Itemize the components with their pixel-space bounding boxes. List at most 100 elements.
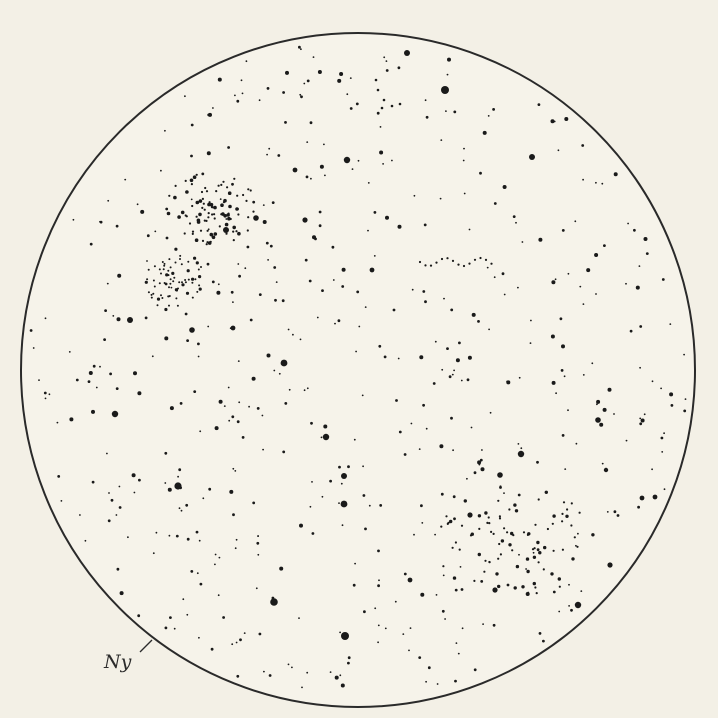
star: [442, 574, 445, 577]
star: [522, 531, 526, 534]
star: [150, 296, 153, 299]
star: [341, 267, 346, 272]
star: [638, 265, 641, 267]
star: [201, 206, 204, 209]
star: [450, 416, 453, 420]
star: [300, 95, 303, 99]
star: [196, 220, 201, 224]
star: [595, 181, 597, 184]
star: [146, 234, 150, 238]
star: [177, 475, 180, 478]
star: [514, 509, 519, 513]
star: [178, 507, 181, 510]
star: [462, 264, 466, 268]
star: [599, 422, 604, 427]
star: [443, 297, 445, 300]
star: [561, 548, 565, 551]
star: [532, 581, 536, 586]
star: [210, 647, 214, 651]
star: [455, 642, 458, 644]
star: [468, 228, 471, 231]
star: [468, 262, 471, 265]
star: [502, 185, 507, 189]
star: [300, 48, 302, 51]
star: [115, 224, 119, 228]
star: [266, 353, 271, 358]
star: [489, 411, 492, 414]
star: [237, 231, 241, 236]
star: [561, 512, 564, 516]
star: [555, 392, 557, 395]
star: [596, 399, 601, 404]
star: [669, 323, 672, 325]
star: [564, 117, 569, 121]
star: [383, 56, 386, 59]
star: [227, 212, 230, 215]
star: [174, 261, 177, 264]
star: [503, 492, 505, 494]
star: [501, 272, 505, 276]
star: [425, 115, 429, 119]
star: [169, 406, 174, 411]
star: [508, 508, 511, 511]
star: [454, 588, 458, 592]
star: [271, 596, 275, 600]
star: [164, 626, 168, 630]
star: [109, 372, 112, 376]
star: [535, 592, 538, 595]
star: [382, 163, 384, 165]
star: [553, 120, 556, 123]
star: [361, 394, 364, 397]
star: [521, 585, 525, 589]
star: [116, 567, 120, 571]
star: [499, 486, 502, 489]
star: [208, 487, 212, 491]
star: [189, 327, 195, 333]
star: [591, 533, 595, 537]
star: [385, 69, 389, 72]
star: [236, 194, 239, 197]
star: [246, 245, 250, 249]
star: [199, 430, 202, 433]
star: [236, 420, 240, 424]
star: [154, 230, 157, 233]
star: [198, 199, 203, 203]
star: [60, 500, 63, 502]
star: [378, 579, 380, 582]
star: [492, 587, 498, 593]
star: [164, 129, 166, 132]
star: [243, 632, 246, 634]
star: [193, 256, 197, 260]
star: [282, 450, 286, 454]
star: [452, 495, 456, 499]
star: [225, 232, 228, 235]
star: [490, 530, 493, 534]
star: [515, 221, 517, 224]
star: [56, 421, 59, 424]
star: [435, 594, 438, 596]
star: [191, 232, 194, 235]
star: [341, 524, 344, 527]
star: [57, 475, 61, 478]
star: [207, 325, 210, 328]
star: [88, 371, 93, 375]
star: [347, 656, 351, 660]
star: [645, 252, 649, 256]
star: [168, 295, 171, 297]
star: [534, 586, 537, 589]
star: [164, 307, 168, 312]
star: [258, 99, 261, 102]
star: [186, 269, 190, 273]
star: [32, 347, 35, 349]
star: [517, 450, 525, 458]
star: [463, 499, 467, 503]
star: [230, 290, 234, 294]
star: [377, 624, 380, 627]
star: [195, 215, 198, 218]
star: [213, 205, 217, 210]
star: [525, 568, 527, 570]
star: [188, 222, 192, 225]
star: [119, 591, 124, 596]
star: [601, 182, 604, 185]
star: [179, 254, 182, 257]
